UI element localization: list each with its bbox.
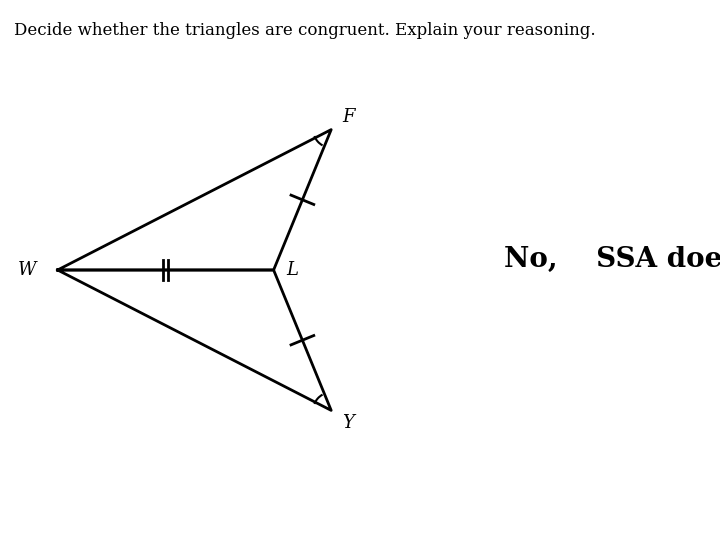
Text: Y: Y: [342, 415, 354, 433]
Text: Decide whether the triangles are congruent. Explain your reasoning.: Decide whether the triangles are congrue…: [14, 22, 596, 38]
Text: F: F: [342, 107, 354, 126]
Text: L: L: [287, 261, 299, 279]
Text: W: W: [17, 261, 36, 279]
Text: No,    SSA doesn’t work!: No, SSA doesn’t work!: [504, 246, 720, 273]
